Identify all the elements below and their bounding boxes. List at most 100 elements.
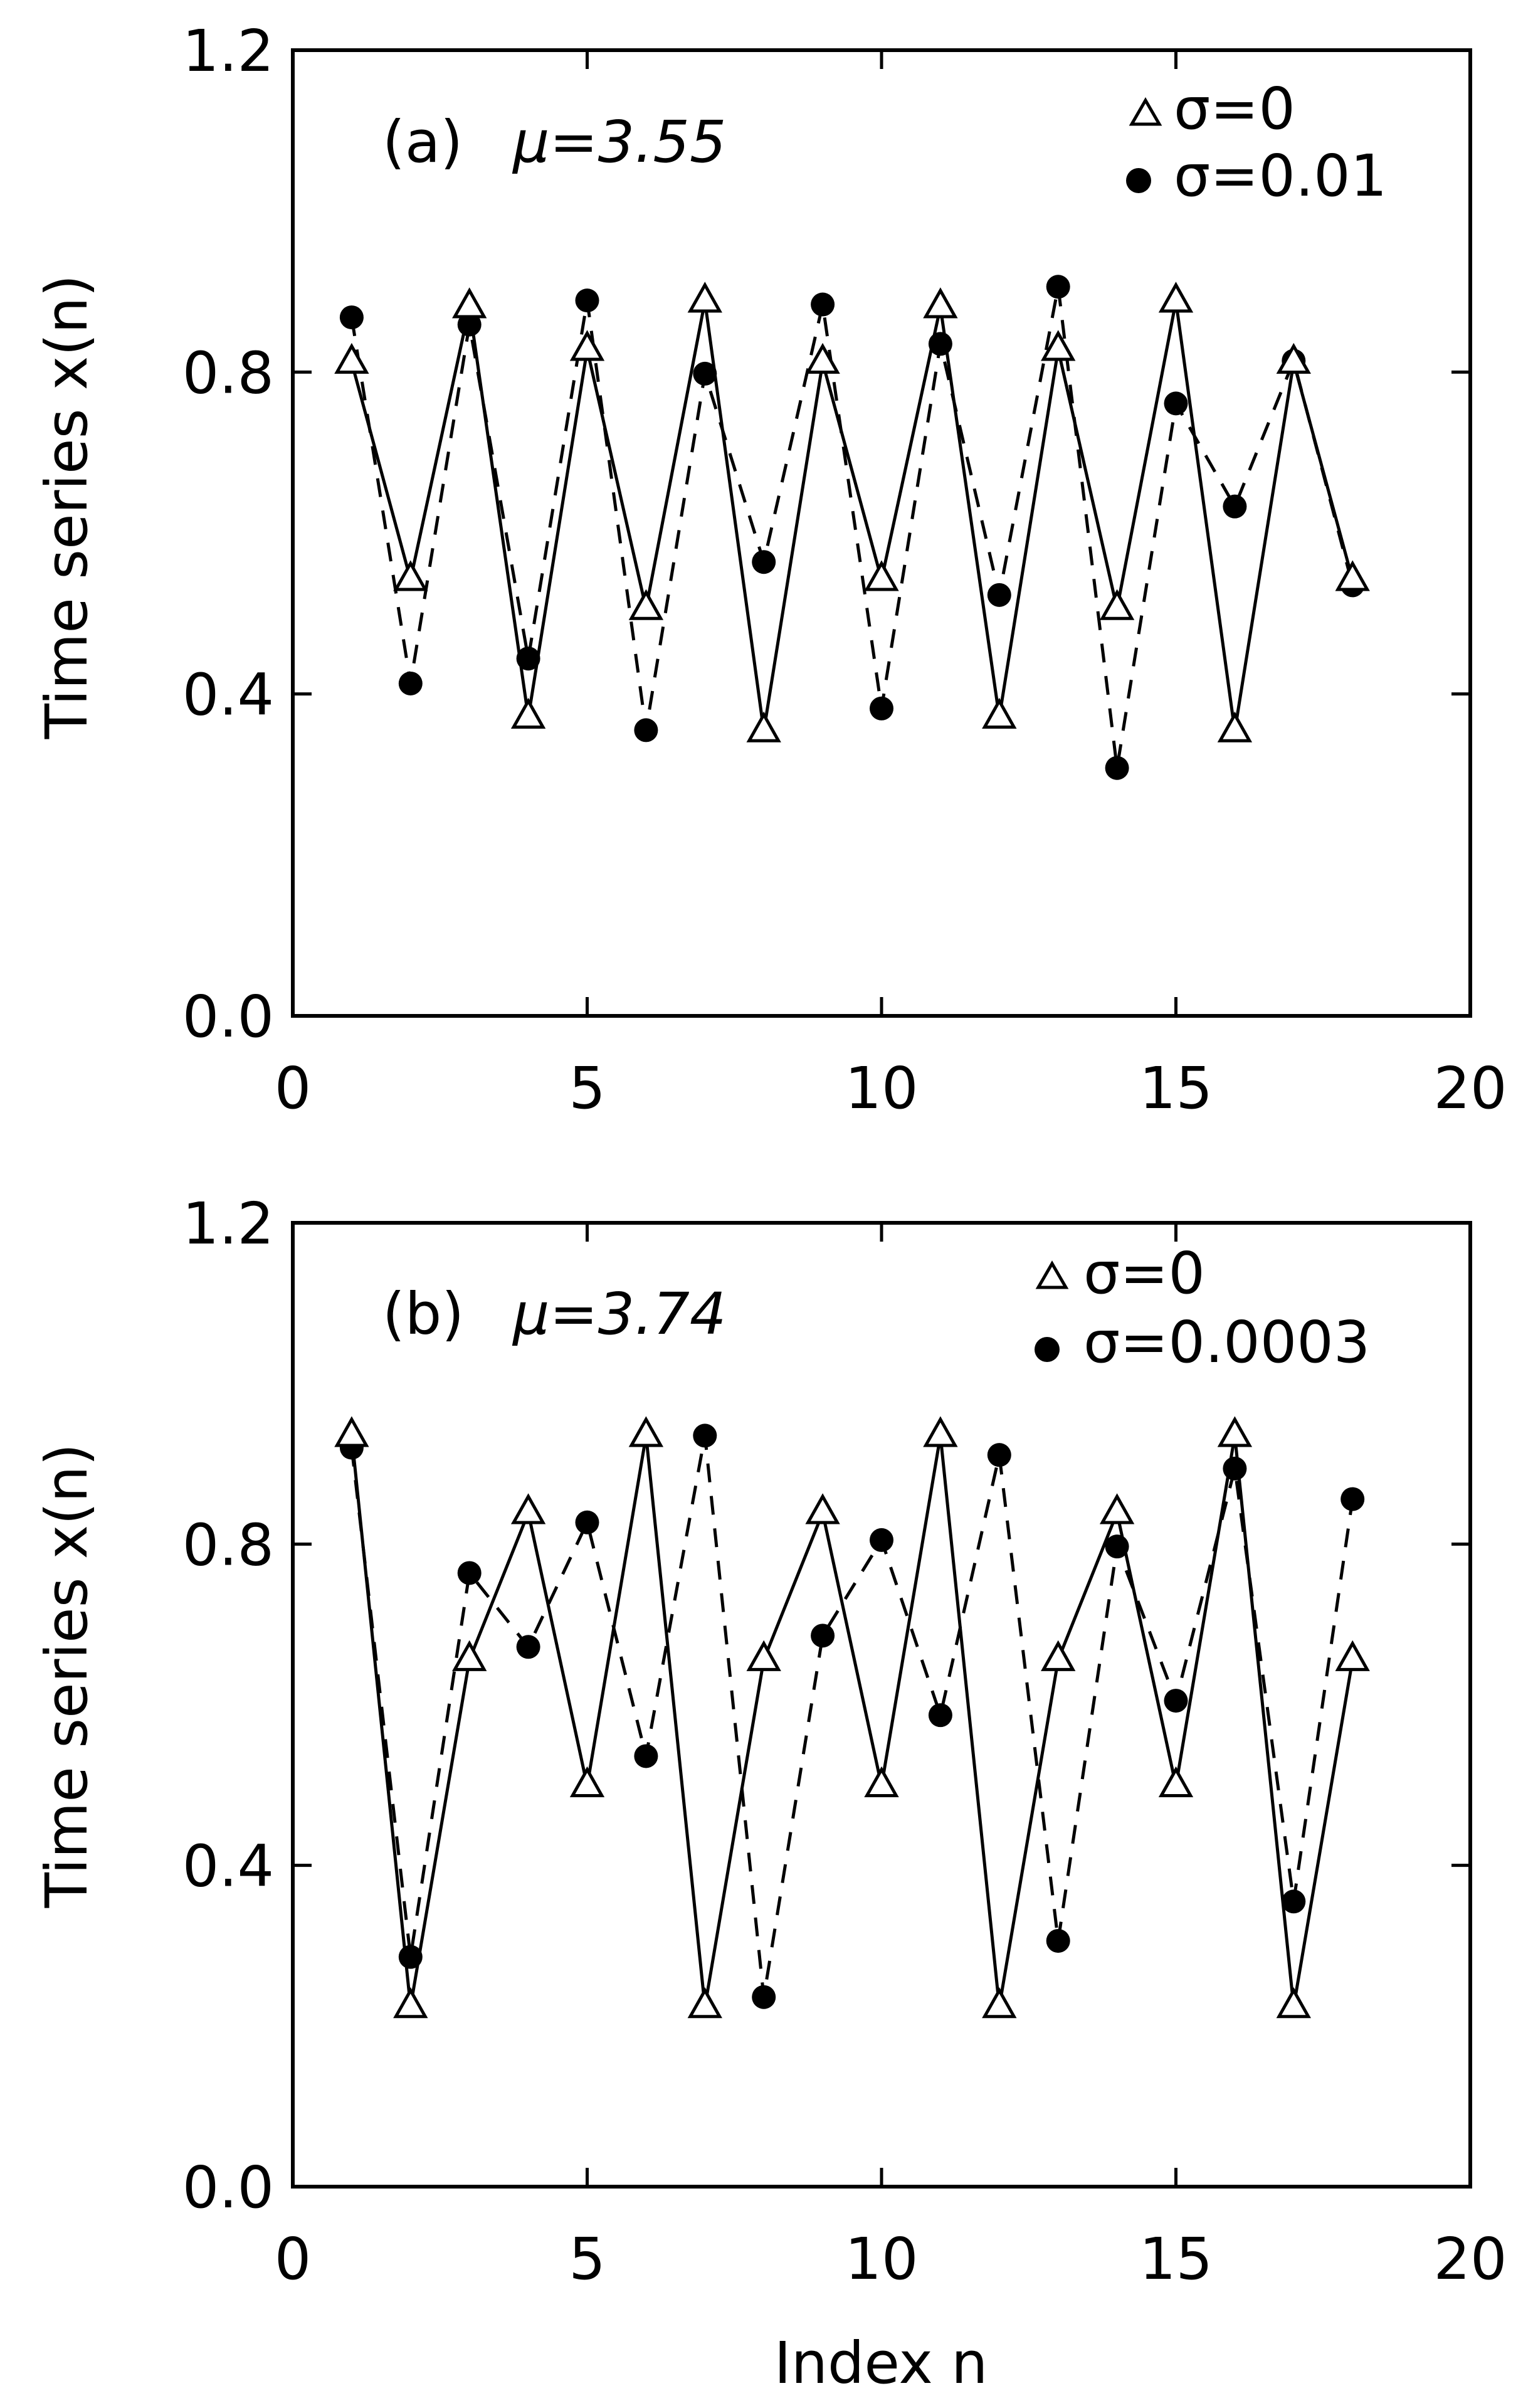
legend-label-b-0: σ=0 (1083, 1240, 1205, 1307)
data-point-a-0-4 (569, 330, 605, 361)
legend-triangle-marker-a (1129, 97, 1162, 126)
data-point-a-0-12 (1041, 330, 1076, 361)
x-tick-label-a-2: 10 (845, 1055, 918, 1122)
data-point-a-1-5 (634, 718, 658, 742)
data-point-a-0-10 (923, 287, 958, 319)
data-point-a-1-15 (1223, 494, 1247, 519)
panel-b: (b) μ=3.74 Time series x(n) 0 5 10 15 20 0.0 0… (33, 1190, 1507, 2293)
data-point-b-0-10 (923, 1416, 958, 1447)
series-line-b-0 (350, 1435, 1354, 2007)
data-point-b-0-17 (1335, 1640, 1370, 1671)
y-tick-label-b-2: 0.8 (182, 1511, 274, 1578)
data-point-a-0-0 (334, 342, 369, 374)
data-point-a-1-9 (870, 696, 893, 721)
data-point-a-0-8 (805, 342, 840, 374)
legend-circle-marker-a (1126, 168, 1151, 193)
data-point-a-1-13 (1105, 756, 1129, 780)
y-tick-label-b-3: 1.2 (182, 1190, 274, 1257)
data-point-b-0-2 (452, 1640, 487, 1671)
data-point-b-0-5 (628, 1416, 664, 1447)
legend-label-b-1: σ=0.0003 (1083, 1309, 1370, 1376)
data-point-b-0-3 (510, 1493, 546, 1524)
data-point-a-0-6 (687, 282, 722, 313)
data-point-a-1-11 (987, 583, 1011, 607)
legend-label-a-1: σ=0.01 (1174, 142, 1387, 209)
legend-circle-marker-b (1035, 1337, 1060, 1362)
x-axis-title: Index n (774, 2330, 988, 2397)
data-point-a-0-13 (1099, 589, 1135, 620)
data-point-a-0-16 (1276, 342, 1311, 374)
x-tick-label-a-0: 0 (275, 1055, 312, 1122)
data-point-b-1-10 (928, 1703, 952, 1728)
data-point-b-0-8 (805, 1493, 840, 1524)
y-tick-label-b-1: 0.4 (182, 1833, 274, 1900)
data-point-b-1-2 (457, 1561, 482, 1585)
y-tick-label-a-0: 0.0 (182, 983, 274, 1050)
data-point-b-1-11 (987, 1443, 1011, 1467)
data-point-a-1-1 (398, 671, 423, 695)
legend-a: σ=0 σ=0.01 (1126, 75, 1387, 209)
data-point-b-0-0 (334, 1416, 369, 1447)
x-tick-label-b-3: 15 (1139, 2226, 1213, 2293)
data-point-b-1-9 (870, 1528, 893, 1552)
y-axis-title-a: Time series x(n) (33, 275, 100, 740)
parameter-label-a: μ=3.55 (512, 108, 726, 176)
x-tick-label-b-0: 0 (275, 2226, 312, 2293)
data-point-a-0-7 (746, 711, 781, 742)
data-point-a-1-6 (693, 361, 717, 386)
data-point-b-0-15 (1217, 1416, 1253, 1447)
data-point-b-1-17 (1340, 1487, 1365, 1511)
data-point-b-1-7 (752, 1985, 776, 2009)
y-tick-label-a-2: 0.8 (182, 339, 274, 406)
data-point-b-0-13 (1099, 1493, 1135, 1524)
data-point-b-1-3 (516, 1635, 540, 1659)
data-point-b-1-16 (1282, 1889, 1306, 1914)
legend-label-a-0: σ=0 (1174, 75, 1295, 142)
x-tick-label-b-2: 10 (845, 2226, 918, 2293)
data-point-b-0-9 (864, 1766, 899, 1797)
data-point-b-1-8 (811, 1624, 835, 1648)
data-point-a-1-7 (752, 550, 776, 574)
data-point-a-1-0 (339, 305, 364, 330)
x-tick-label-b-4: 20 (1433, 2226, 1507, 2293)
data-point-b-0-16 (1276, 1987, 1311, 2019)
y-tick-label-a-3: 1.2 (182, 18, 274, 85)
data-point-b-0-6 (687, 1987, 722, 2019)
data-point-b-0-1 (393, 1987, 428, 2019)
parameter-label-b: μ=3.74 (512, 1281, 726, 1348)
data-point-a-0-1 (393, 560, 428, 591)
data-point-a-0-3 (510, 697, 546, 729)
x-tick-label-a-4: 20 (1433, 1055, 1507, 1122)
panel-label-a: (a) (382, 108, 463, 176)
data-point-a-0-15 (1217, 711, 1253, 742)
data-point-a-0-14 (1158, 282, 1194, 313)
data-point-b-1-14 (1164, 1689, 1188, 1713)
panel-a: (a) μ=3.55 Time series x(n) 0 5 10 15 20 0.0 0… (33, 18, 1507, 1122)
data-point-a-1-12 (1046, 275, 1070, 299)
data-point-b-0-12 (1041, 1640, 1076, 1671)
data-point-a-1-14 (1164, 391, 1188, 416)
data-point-b-1-12 (1046, 1929, 1070, 1953)
x-tick-label-b-1: 5 (569, 2226, 606, 2293)
data-point-a-1-8 (811, 292, 835, 317)
data-point-a-0-9 (864, 560, 899, 591)
data-point-b-1-4 (575, 1510, 599, 1534)
x-tick-label-a-1: 5 (569, 1055, 606, 1122)
data-point-b-0-7 (746, 1640, 781, 1671)
data-point-a-0-5 (628, 589, 664, 620)
x-tick-label-a-3: 15 (1139, 1055, 1213, 1122)
legend-b: σ=0 σ=0.0003 (1035, 1240, 1370, 1376)
data-point-b-1-5 (634, 1744, 658, 1768)
series-line-a-1 (350, 286, 1354, 769)
data-point-b-0-11 (982, 1987, 1017, 2019)
series-line-b-1 (350, 1435, 1354, 1998)
data-point-a-1-4 (575, 288, 599, 313)
data-point-a-1-3 (516, 647, 540, 671)
data-point-a-0-2 (452, 287, 487, 319)
data-point-b-0-4 (569, 1766, 605, 1797)
legend-triangle-marker-b (1035, 1260, 1069, 1289)
data-point-a-0-17 (1335, 560, 1370, 591)
y-axis-title-b: Time series x(n) (33, 1444, 100, 1909)
data-point-b-0-14 (1158, 1766, 1194, 1797)
